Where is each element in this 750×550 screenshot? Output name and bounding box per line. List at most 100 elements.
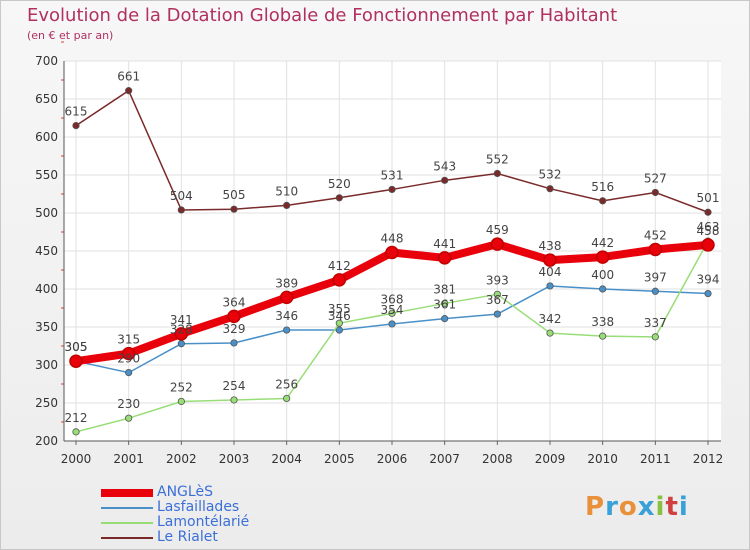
data-point-lasfaillades: [125, 368, 133, 377]
y-tick-label: 700: [35, 54, 58, 68]
legend-item-le-rialet: Le Rialet: [101, 530, 249, 545]
x-tick-label: 2004: [271, 452, 302, 466]
y-tick-label: 650: [35, 92, 58, 106]
data-point-le-rialet: [388, 185, 396, 194]
data-point-lasfaillades: [335, 326, 343, 334]
data-point-le-rialet: [335, 194, 343, 202]
data-label-angl-s: 452: [644, 228, 667, 242]
data-point-lasfaillades: [283, 326, 291, 334]
data-label-lamont-lari-: 368: [381, 292, 404, 306]
data-point-lamont-lari-: [335, 319, 343, 327]
data-label-le-rialet: 520: [328, 177, 351, 191]
data-point-lasfaillades: [388, 320, 396, 328]
legend-swatch-lamontelarie: [101, 521, 153, 524]
data-point-angl-s: [227, 309, 241, 324]
data-label-le-rialet: 504: [170, 189, 193, 203]
data-point-lamont-lari-: [599, 332, 607, 340]
data-point-lamont-lari-: [125, 414, 133, 422]
data-label-angl-s: 442: [591, 236, 614, 250]
data-label-le-rialet: 527: [644, 171, 667, 185]
data-label-lasfaillades: 367: [486, 293, 509, 307]
x-tick-label: 2012: [693, 452, 724, 466]
y-tick-label: 400: [35, 282, 58, 296]
data-point-lamont-lari-: [177, 397, 185, 406]
y-tick-label: 250: [35, 396, 58, 410]
data-label-le-rialet: 516: [591, 180, 614, 194]
data-point-lamont-lari-: [441, 299, 449, 308]
x-tick-label: 2011: [640, 452, 671, 466]
data-label-lasfaillades: 404: [539, 265, 562, 279]
data-point-le-rialet: [177, 206, 185, 214]
x-tick-label: 2005: [324, 452, 355, 466]
data-point-lasfaillades: [599, 285, 607, 293]
data-point-lamont-lari-: [283, 394, 291, 403]
data-label-lasfaillades: 290: [117, 352, 140, 366]
data-label-lasfaillades: 328: [170, 323, 193, 337]
y-tick-label: 200: [35, 434, 58, 448]
chart-title: Evolution de la Dotation Globale de Fonc…: [27, 5, 618, 26]
data-label-angl-s: 341: [170, 313, 193, 327]
x-tick-label: 2001: [113, 452, 144, 466]
data-label-le-rialet: 505: [223, 188, 246, 202]
legend-label-lasfaillades: Lasfaillades: [157, 499, 240, 515]
data-label-lamont-lari-: 256: [275, 377, 298, 391]
data-point-lasfaillades: [177, 340, 185, 348]
legend-swatch-le-rialet: [101, 536, 153, 539]
data-point-angl-s: [648, 242, 663, 257]
data-point-angl-s: [595, 250, 610, 264]
data-label-lamont-lari-: 230: [117, 397, 140, 411]
data-point-le-rialet: [230, 205, 238, 213]
data-point-le-rialet: [704, 208, 712, 216]
data-label-angl-s: 458: [697, 224, 720, 238]
data-point-angl-s: [174, 327, 189, 341]
data-label-lamont-lari-: 252: [170, 380, 193, 394]
data-label-angl-s: 448: [381, 232, 404, 246]
data-label-angl-s: 315: [117, 333, 140, 347]
data-label-lamont-lari-: 212: [65, 411, 88, 425]
data-label-lamont-lari-: 342: [539, 312, 562, 326]
data-point-lamont-lari-: [72, 428, 80, 436]
data-label-lasfaillades: 346: [275, 309, 298, 323]
legend-label-lamontelarie: Lamontélarié: [157, 514, 250, 530]
data-label-le-rialet: 661: [117, 70, 140, 84]
data-label-lamont-lari-: 254: [223, 379, 246, 393]
data-label-lasfaillades: 400: [591, 268, 614, 282]
x-tick-label: 2000: [61, 452, 92, 466]
data-label-lamont-lari-: 463: [697, 220, 720, 234]
y-tick-label: 500: [35, 206, 58, 220]
data-point-lasfaillades: [493, 310, 501, 318]
y-tick-label: 550: [35, 168, 58, 182]
data-label-le-rialet: 532: [539, 168, 562, 182]
data-point-le-rialet: [651, 188, 659, 197]
proxiti-logo: Proxiti: [585, 492, 689, 522]
data-label-angl-s: 364: [223, 295, 246, 309]
data-point-angl-s: [543, 253, 557, 267]
data-label-lasfaillades: 397: [644, 270, 667, 284]
data-label-lamont-lari-: 355: [328, 302, 351, 316]
x-tick-label: 2002: [166, 452, 197, 466]
data-point-angl-s: [332, 273, 347, 287]
data-label-angl-s: 389: [275, 276, 298, 290]
data-point-lasfaillades: [230, 339, 238, 347]
data-point-lasfaillades: [441, 315, 449, 323]
line-chart: 200 250 300 350 400 450 500 550 600 650 700 2000 200…: [35, 41, 724, 466]
data-label-le-rialet: 531: [381, 168, 404, 182]
data-point-le-rialet: [546, 185, 554, 193]
data-label-angl-s: 459: [486, 223, 509, 237]
legend: ANGLèS Lasfaillades Lamontélarié Le Rial…: [101, 485, 249, 545]
data-label-lamont-lari-: 337: [644, 316, 667, 330]
data-label-lasfaillades: 354: [381, 303, 404, 317]
data-label-angl-s: 441: [433, 237, 456, 251]
data-point-lasfaillades: [704, 289, 712, 298]
data-label-lasfaillades: 329: [223, 322, 246, 336]
chart-subtitle: (en € et par an): [27, 29, 114, 42]
data-label-lasfaillades: 394: [697, 273, 720, 287]
y-tick-label: 300: [35, 358, 58, 372]
y-tick-label: 450: [35, 244, 58, 258]
data-label-angl-s: 412: [328, 259, 351, 273]
data-point-lamont-lari-: [651, 333, 659, 341]
x-tick-label: 2006: [377, 452, 408, 466]
data-point-angl-s: [279, 290, 294, 305]
data-point-lamont-lari-: [230, 396, 238, 404]
